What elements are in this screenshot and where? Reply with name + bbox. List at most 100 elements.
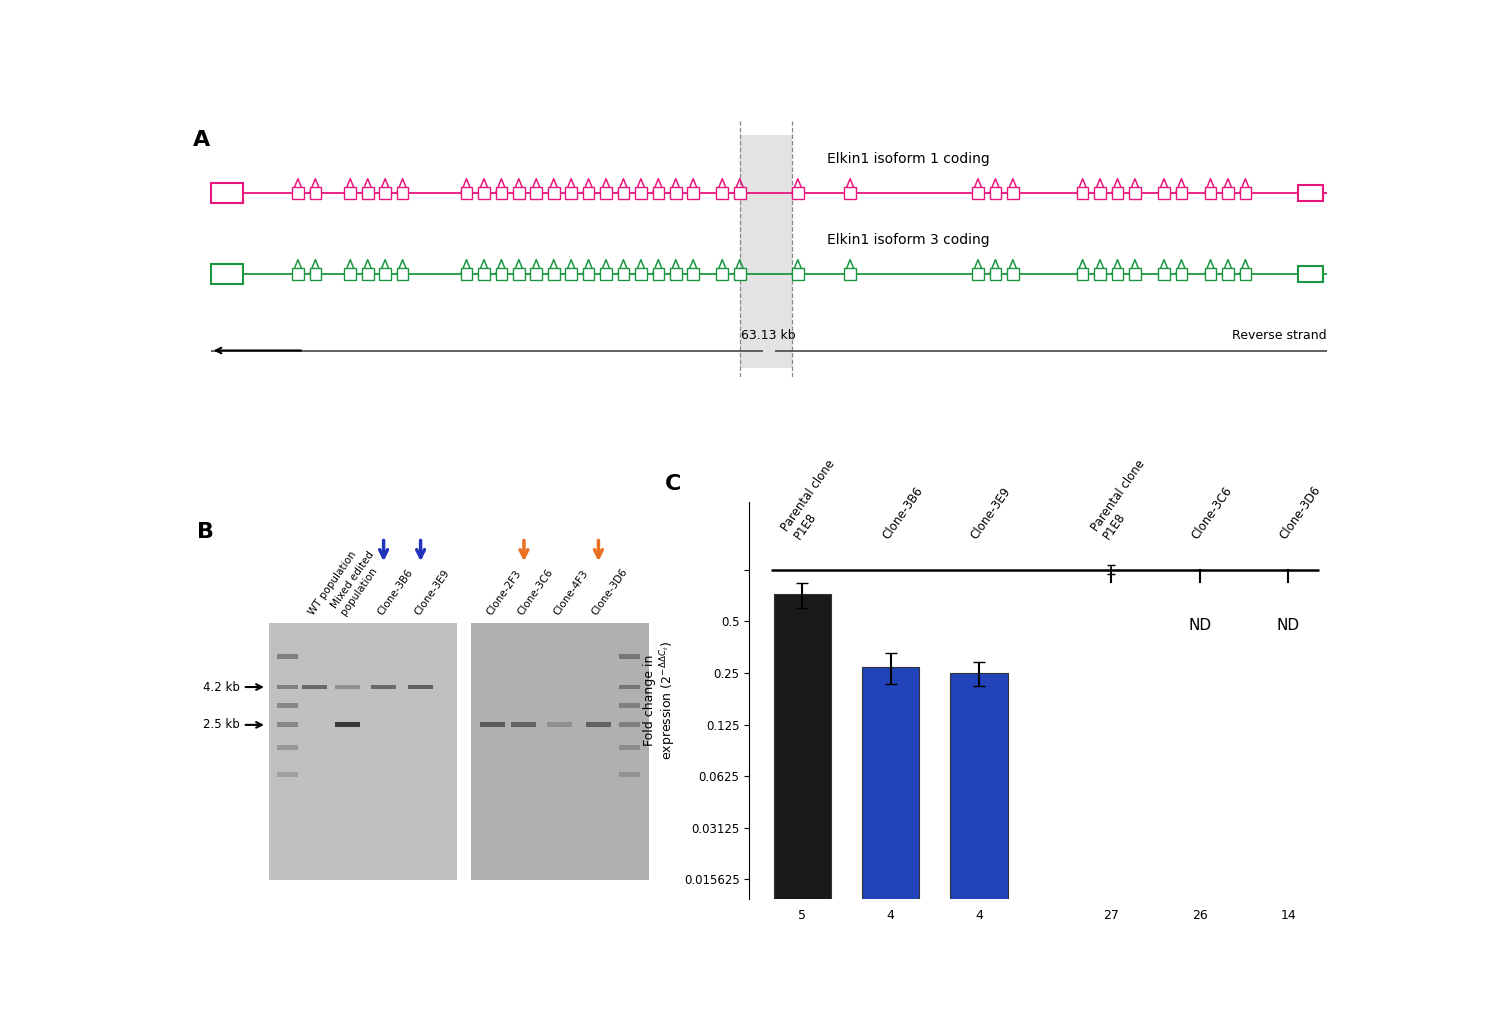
Bar bbox=[990, 187, 1002, 199]
Bar bbox=[1077, 187, 1089, 199]
Text: 4: 4 bbox=[975, 909, 982, 922]
Bar bbox=[1094, 187, 1106, 199]
Bar bbox=[1158, 269, 1170, 280]
Bar bbox=[268, 623, 456, 880]
Bar bbox=[1204, 187, 1216, 199]
Bar bbox=[620, 722, 640, 727]
Bar bbox=[620, 654, 640, 660]
Text: 5: 5 bbox=[798, 909, 806, 922]
Bar bbox=[600, 269, 612, 280]
Bar bbox=[1077, 269, 1089, 280]
Text: 14: 14 bbox=[1281, 909, 1296, 922]
Bar bbox=[1222, 187, 1233, 199]
Text: 63.13 kb: 63.13 kb bbox=[741, 329, 796, 342]
Text: ND: ND bbox=[1276, 618, 1299, 633]
Bar bbox=[513, 187, 525, 199]
Bar bbox=[1204, 269, 1216, 280]
Bar bbox=[582, 269, 594, 280]
Text: Clone-4F3: Clone-4F3 bbox=[552, 569, 590, 617]
Bar bbox=[478, 269, 489, 280]
Text: B: B bbox=[196, 522, 214, 542]
Bar bbox=[792, 269, 804, 280]
Bar bbox=[620, 772, 640, 777]
Text: Clone-3D6: Clone-3D6 bbox=[590, 567, 630, 617]
Bar bbox=[1112, 269, 1124, 280]
Bar bbox=[531, 187, 542, 199]
Bar bbox=[566, 269, 578, 280]
Bar bbox=[380, 269, 392, 280]
Bar bbox=[620, 685, 640, 690]
Bar bbox=[670, 269, 681, 280]
Text: 2.5 kb: 2.5 kb bbox=[202, 718, 240, 731]
Text: Clone-3D6: Clone-3D6 bbox=[1278, 484, 1323, 542]
Bar bbox=[844, 269, 856, 280]
Text: Parental clone
P1E8: Parental clone P1E8 bbox=[1089, 458, 1160, 542]
Text: Clone-3B6: Clone-3B6 bbox=[880, 485, 926, 542]
Text: 4.2 kb: 4.2 kb bbox=[202, 681, 240, 694]
Bar bbox=[687, 187, 699, 199]
Bar bbox=[303, 685, 327, 690]
Bar bbox=[309, 269, 321, 280]
Bar bbox=[1298, 266, 1323, 282]
Bar bbox=[1094, 269, 1106, 280]
Bar bbox=[548, 187, 560, 199]
Bar bbox=[618, 269, 630, 280]
Text: Clone-3C6: Clone-3C6 bbox=[1190, 485, 1234, 542]
Bar bbox=[566, 187, 578, 199]
Bar bbox=[1222, 269, 1233, 280]
Bar bbox=[586, 722, 610, 727]
Bar bbox=[408, 685, 434, 690]
Bar bbox=[990, 269, 1002, 280]
Text: Clone-3E9: Clone-3E9 bbox=[413, 568, 452, 617]
Text: A: A bbox=[194, 130, 210, 150]
Bar bbox=[495, 269, 507, 280]
Bar bbox=[634, 187, 646, 199]
Bar bbox=[620, 745, 640, 750]
Bar bbox=[1130, 187, 1140, 199]
Bar bbox=[670, 187, 681, 199]
Bar bbox=[862, 668, 919, 1010]
Bar bbox=[600, 187, 612, 199]
Text: ND: ND bbox=[1188, 618, 1212, 633]
Bar bbox=[1176, 187, 1188, 199]
Text: 4: 4 bbox=[886, 909, 894, 922]
Bar bbox=[512, 722, 537, 727]
Bar bbox=[460, 269, 472, 280]
Text: Elkin1 isoform 1 coding: Elkin1 isoform 1 coding bbox=[827, 153, 990, 167]
Bar bbox=[362, 187, 374, 199]
Bar bbox=[456, 623, 471, 880]
Bar bbox=[334, 722, 360, 727]
Bar bbox=[634, 269, 646, 280]
Bar bbox=[380, 187, 392, 199]
Text: C: C bbox=[664, 474, 681, 494]
Bar bbox=[734, 187, 746, 199]
Bar bbox=[792, 187, 804, 199]
Bar bbox=[513, 269, 525, 280]
Bar bbox=[345, 269, 355, 280]
Text: Mixed edited
population: Mixed edited population bbox=[330, 549, 386, 617]
Bar bbox=[734, 269, 746, 280]
Bar bbox=[740, 134, 792, 369]
Bar bbox=[276, 722, 298, 727]
Text: WT population: WT population bbox=[306, 549, 358, 617]
Bar bbox=[687, 269, 699, 280]
Text: 26: 26 bbox=[1192, 909, 1208, 922]
Bar bbox=[478, 187, 489, 199]
Bar bbox=[396, 269, 408, 280]
Bar bbox=[1158, 187, 1170, 199]
Y-axis label: Fold change in
expression (2$^{-\Delta\Delta C_t}$): Fold change in expression (2$^{-\Delta\D… bbox=[644, 640, 678, 760]
Bar bbox=[362, 269, 374, 280]
Bar bbox=[345, 187, 355, 199]
Bar bbox=[309, 187, 321, 199]
Text: Clone-3E9: Clone-3E9 bbox=[969, 486, 1014, 542]
Bar bbox=[471, 623, 650, 880]
Bar bbox=[620, 704, 640, 708]
Bar bbox=[1130, 269, 1140, 280]
Bar bbox=[844, 187, 856, 199]
Text: Clone-3B6: Clone-3B6 bbox=[375, 568, 414, 617]
Bar bbox=[292, 269, 303, 280]
Text: Elkin1 isoform 3 coding: Elkin1 isoform 3 coding bbox=[827, 233, 990, 247]
Bar bbox=[582, 187, 594, 199]
Bar bbox=[276, 745, 298, 750]
Bar bbox=[972, 269, 984, 280]
